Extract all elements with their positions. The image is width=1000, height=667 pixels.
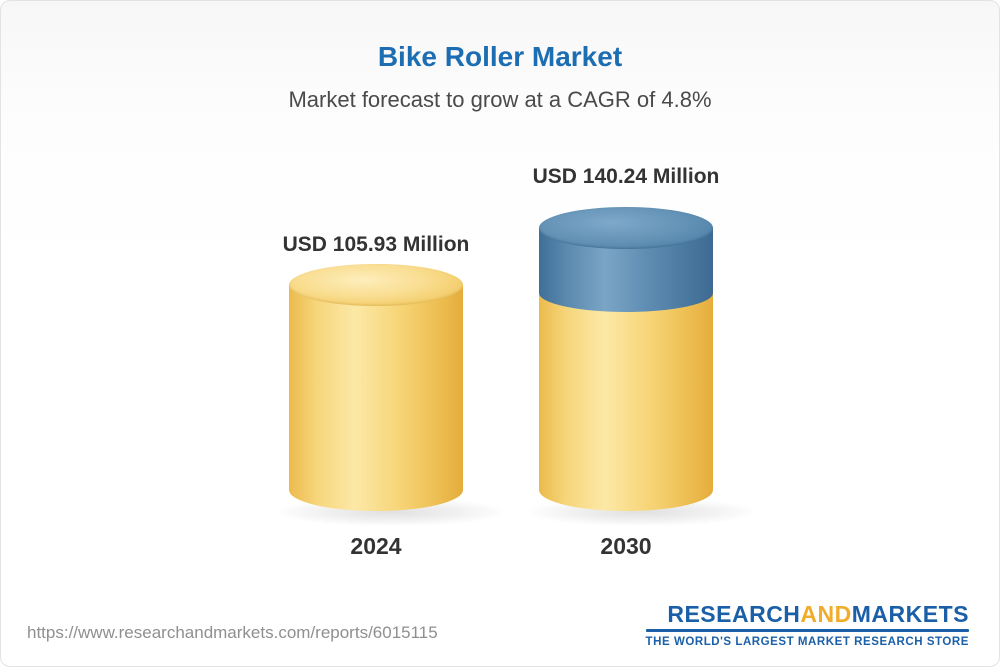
- report-url: https://www.researchandmarkets.com/repor…: [27, 623, 438, 642]
- research-and-markets-logo: RESEARCHANDMARKETS THE WORLD'S LARGEST M…: [645, 602, 969, 649]
- logo-word-markets: MARKETS: [851, 601, 969, 627]
- bar-2024: [289, 264, 463, 511]
- bar-2024-cap: [289, 264, 463, 306]
- chart-title: Bike Roller Market: [377, 41, 623, 72]
- logo-word-research: RESEARCH: [667, 601, 801, 627]
- bar-2024-body: [289, 285, 463, 511]
- bar-2030-cap: [539, 207, 713, 249]
- bar-2030-base-segment: [539, 289, 713, 511]
- bar-2030: [539, 207, 713, 511]
- chart-subtitle: Market forecast to grow at a CAGR of 4.8…: [288, 87, 712, 112]
- axis-label-2024: 2024: [350, 533, 402, 559]
- logo-rule: [645, 629, 969, 633]
- axis-label-2030: 2030: [600, 533, 652, 559]
- value-label-2030: USD 140.24 Million: [532, 165, 720, 188]
- logo-tagline: THE WORLD'S LARGEST MARKET RESEARCH STOR…: [645, 636, 969, 649]
- logo-wordmark: RESEARCHANDMARKETS: [646, 602, 969, 626]
- value-label-2024: USD 105.93 Million: [282, 233, 470, 256]
- logo-word-and: AND: [800, 601, 852, 627]
